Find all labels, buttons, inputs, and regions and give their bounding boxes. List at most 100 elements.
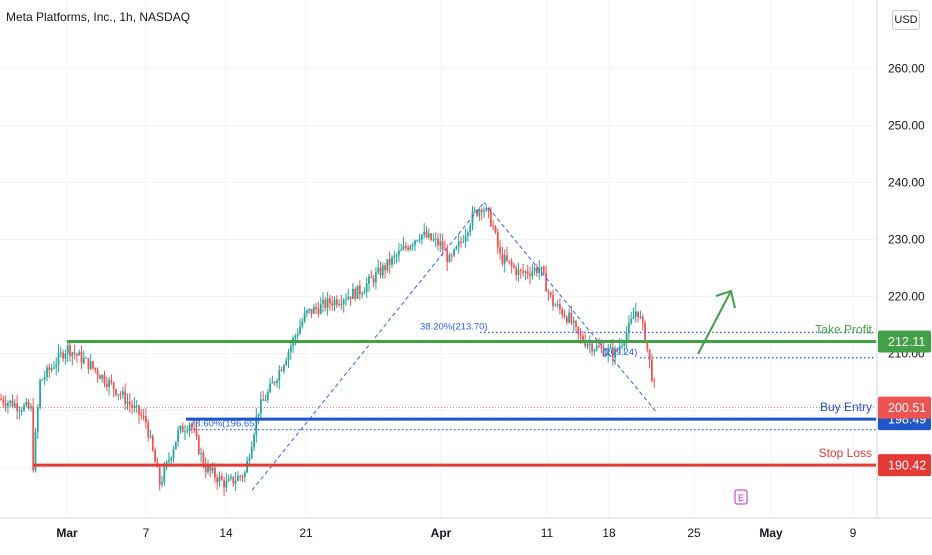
candle-body [234, 480, 237, 484]
candle-body [637, 311, 639, 318]
candle-body [223, 479, 225, 488]
candle-body [145, 416, 147, 423]
candle-body [464, 235, 467, 242]
candle-body [437, 238, 439, 246]
candle-body [112, 382, 115, 390]
candle-body [554, 305, 557, 307]
candle-body [36, 407, 39, 433]
candle-body [117, 394, 120, 396]
event-marker[interactable] [734, 489, 748, 505]
candle-body [595, 346, 598, 350]
x-tick-label: 18 [602, 526, 616, 540]
candle-body [227, 478, 230, 482]
candle-body [591, 343, 593, 352]
candle-body [522, 271, 524, 273]
candle-body [16, 403, 18, 411]
candle-body [582, 335, 584, 342]
candle-body [108, 380, 110, 388]
candle-body [533, 268, 536, 272]
event-marker-label[interactable]: E [738, 493, 744, 503]
candle-body [188, 424, 191, 431]
candle-body [13, 403, 16, 407]
candle-body [480, 209, 483, 212]
candle-body [388, 259, 391, 265]
candle-body [66, 345, 69, 354]
time-axis[interactable]: Mar 7 14 21 Apr 11 18 25 May 9 [0, 517, 932, 550]
candle-body [338, 303, 340, 305]
candle-body [628, 322, 630, 334]
candle-body [386, 259, 389, 271]
level-price-tag [878, 330, 931, 353]
x-tick-label: Apr [431, 526, 452, 540]
level-label: Take Profit [815, 322, 872, 336]
candle-body [549, 292, 552, 296]
candle-body [368, 276, 370, 284]
x-tick-label: 21 [299, 526, 313, 540]
candle-body [115, 389, 117, 395]
candle-body [547, 291, 550, 293]
candle-body [496, 232, 499, 248]
candle-body [62, 352, 64, 359]
candle-body [133, 405, 136, 408]
candle-body [142, 416, 145, 418]
overlays: 38.20%(213.70) (209.24) 78.60%(196.65) Take… [0, 202, 876, 505]
candle-body [73, 352, 76, 354]
current-price-tag [878, 396, 931, 419]
candle-body [301, 321, 304, 327]
candle-body [184, 431, 186, 433]
candle-body [43, 377, 46, 380]
candle-body [237, 476, 239, 481]
candle-body [220, 476, 223, 480]
candle-body [168, 460, 170, 462]
candle-body [423, 231, 426, 235]
candle-body [352, 288, 354, 299]
x-tick-label: 9 [850, 526, 857, 540]
candle-body [393, 255, 396, 258]
candle-body [257, 413, 260, 417]
candle-body [434, 238, 437, 240]
candle-body [467, 232, 469, 236]
candle-body [250, 447, 253, 459]
symbol-title: Meta Platforms, Inc., 1h, NASDAQ [6, 10, 191, 24]
x-tick-label: 7 [143, 526, 150, 540]
candle-body [444, 249, 446, 251]
candle-body [269, 383, 271, 393]
candle-body [503, 255, 506, 264]
candle-body [563, 315, 566, 318]
candle-body [513, 265, 515, 268]
candle-body [2, 399, 5, 404]
price-axis[interactable]: 180.00190.00200.00210.00220.00230.00240.… [876, 0, 932, 550]
candle-body [349, 296, 352, 299]
currency-button[interactable]: USD [892, 10, 920, 30]
projection-arrow-line [697, 290, 732, 355]
candle-body [174, 441, 177, 450]
y-tick-label: 250.00 [888, 119, 925, 133]
candle-body [414, 240, 416, 245]
candle-body [370, 276, 373, 278]
candle-body [209, 466, 212, 471]
candle-body [577, 326, 580, 335]
candle-body [575, 321, 577, 327]
candles [0, 205, 656, 496]
candle-body [478, 209, 481, 216]
y-tick-label: 230.00 [888, 233, 925, 247]
candle-body [641, 316, 644, 323]
candle-body [586, 344, 589, 346]
candle-body [588, 343, 591, 345]
candle-body [230, 476, 232, 479]
candle-body [27, 402, 30, 409]
candle-body [545, 272, 547, 292]
candle-body [506, 255, 508, 261]
candle-body [326, 298, 329, 308]
level-price-value: 190.42 [888, 459, 926, 473]
candle-body [271, 382, 274, 384]
candle-body [140, 414, 143, 417]
candle-body [618, 346, 621, 350]
candle-body [94, 367, 97, 371]
candle-body [565, 317, 568, 323]
candle-body [446, 250, 449, 263]
candle-body [356, 285, 359, 299]
candle-body [154, 450, 156, 463]
